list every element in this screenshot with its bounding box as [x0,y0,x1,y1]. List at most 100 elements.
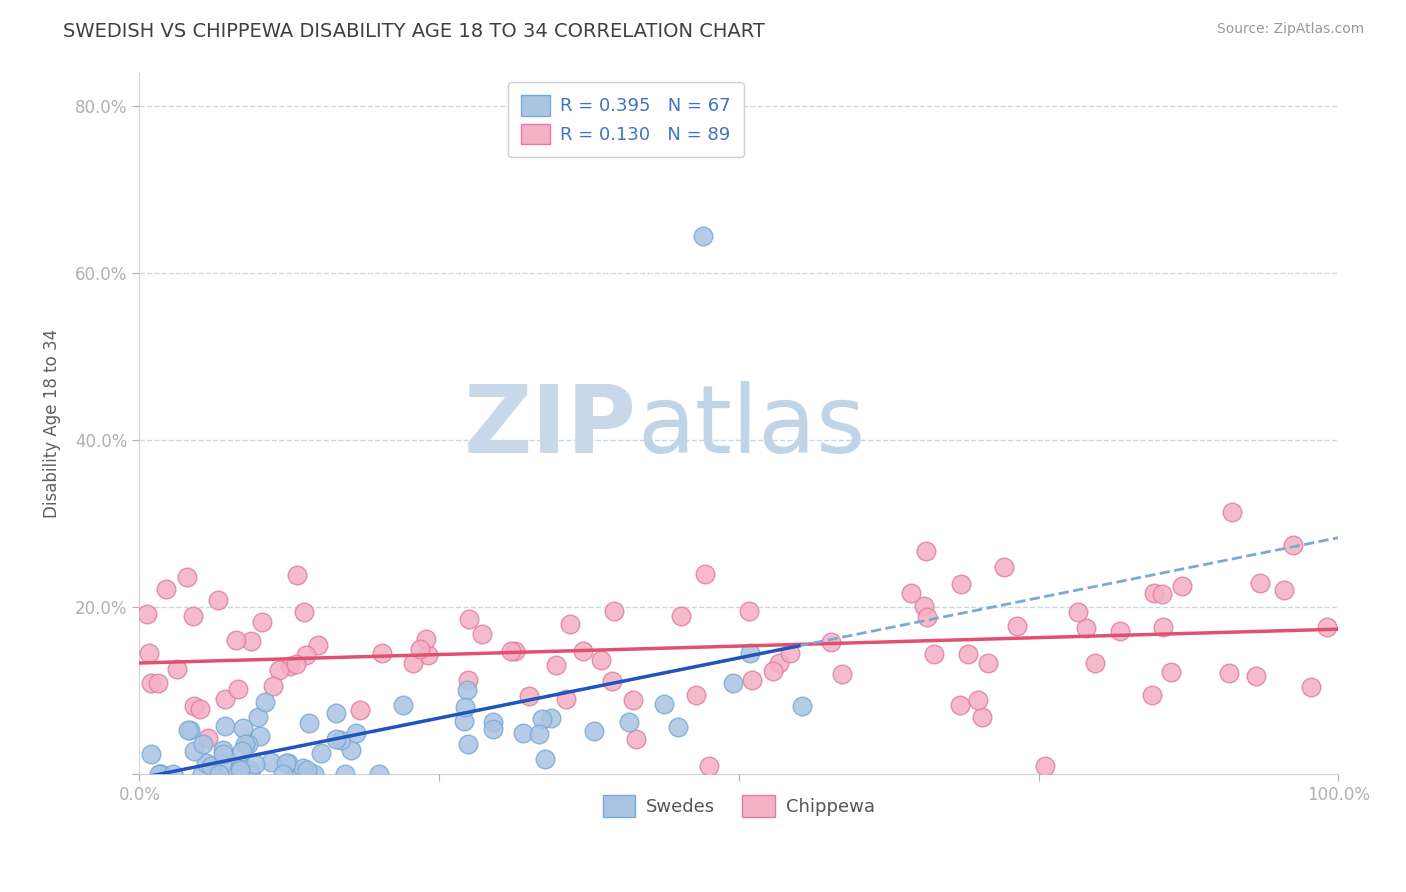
Point [181,608,204,623]
Point [211,756,233,771]
Point [915,610,938,624]
Point [249,730,271,744]
Point [329,733,352,747]
Point [239,763,262,777]
Point [278,659,301,673]
Point [284,657,307,671]
Point [150,766,173,780]
Point [214,719,236,733]
Point [741,673,763,687]
Point [292,605,315,619]
Point [993,559,1015,574]
Point [966,692,988,706]
Point [226,764,249,778]
Point [721,676,744,690]
Text: atlas: atlas [637,381,865,473]
Point [456,682,478,697]
Point [229,760,252,774]
Point [693,566,716,581]
Point [240,634,263,648]
Point [761,664,783,678]
Point [792,699,814,714]
Point [1244,668,1267,682]
Point [409,641,432,656]
Point [1108,624,1130,638]
Point [1282,537,1305,551]
Point [179,723,201,737]
Point [768,656,790,670]
Point [697,758,720,772]
Point [1301,680,1323,694]
Point [207,593,229,607]
Point [1272,582,1295,597]
Point [371,646,394,660]
Y-axis label: Disability Age 18 to 34: Disability Age 18 to 34 [44,329,60,518]
Point [534,752,557,766]
Point [1007,619,1029,633]
Point [176,570,198,584]
Point [260,756,283,770]
Point [247,709,270,723]
Point [1084,656,1107,670]
Point [527,727,550,741]
Point [193,737,215,751]
Point [239,767,262,781]
Point [453,699,475,714]
Point [325,731,347,746]
Point [900,586,922,600]
Point [295,648,318,662]
Point [779,646,801,660]
Point [1152,620,1174,634]
Point [254,695,277,709]
Point [225,632,247,647]
Point [139,747,162,762]
Point [1152,587,1174,601]
Point [166,662,188,676]
Point [302,767,325,781]
Point [457,673,479,688]
Point [177,723,200,737]
Point [325,706,347,721]
Point [512,726,534,740]
Point [190,701,212,715]
Point [652,698,675,712]
Point [307,638,329,652]
Point [162,767,184,781]
Point [912,599,935,613]
Point [624,732,647,747]
Point [136,607,159,621]
Point [344,725,367,739]
Point [820,635,842,649]
Point [333,767,356,781]
Point [235,737,257,751]
Point [1218,666,1240,681]
Point [915,543,938,558]
Legend: Swedes, Chippewa: Swedes, Chippewa [596,789,882,825]
Point [669,609,692,624]
Point [1249,576,1271,591]
Point [349,703,371,717]
Point [499,644,522,658]
Point [183,698,205,713]
Point [208,767,231,781]
Point [194,756,217,770]
Point [540,711,562,725]
Point [214,691,236,706]
Point [309,746,332,760]
Point [571,644,593,658]
Point [231,744,253,758]
Point [589,653,612,667]
Point [1220,505,1243,519]
Point [970,710,993,724]
Point [298,715,321,730]
Point [252,615,274,629]
Point [1316,620,1339,634]
Point [149,767,172,781]
Point [956,647,979,661]
Point [291,761,314,775]
Point [228,681,250,696]
Point [531,712,554,726]
Point [583,723,606,738]
Point [146,675,169,690]
Point [277,756,299,770]
